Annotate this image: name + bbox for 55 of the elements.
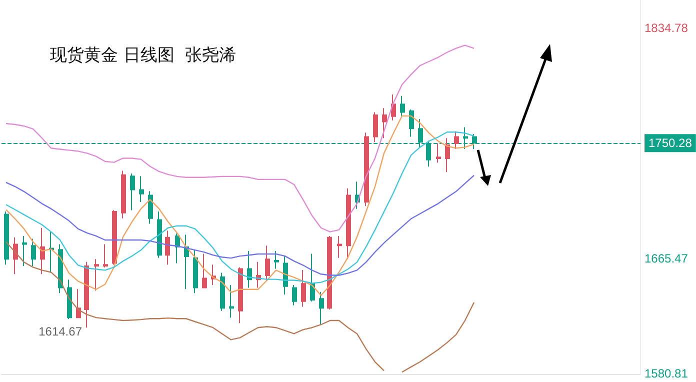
candlestick <box>274 250 279 270</box>
candlestick <box>49 231 54 274</box>
ref-line-label: 1750.28 <box>648 136 692 150</box>
candlestick <box>4 211 9 266</box>
candlestick <box>13 236 18 275</box>
candlestick <box>121 170 126 219</box>
y-tick-label: 1834.78 <box>644 21 688 36</box>
line-series <box>5 174 475 276</box>
candlestick <box>94 258 99 291</box>
candlestick <box>292 284 297 306</box>
candlestick <box>346 188 351 260</box>
y-tick-label: 1580.81 <box>644 366 688 381</box>
candlestick <box>202 253 207 288</box>
line-series <box>5 115 475 296</box>
candlestick <box>165 230 170 266</box>
candlestick <box>130 172 135 211</box>
y-tick-label: 1665.47 <box>644 252 688 266</box>
candlestick <box>310 253 315 302</box>
candlestick <box>337 236 342 258</box>
candlestick <box>364 132 369 207</box>
annotation: 1614.67 <box>38 324 82 339</box>
line-series <box>5 44 475 232</box>
candlestick <box>148 190 153 224</box>
candlestick <box>175 232 180 264</box>
candlestick <box>454 130 459 150</box>
candlestick <box>391 94 396 121</box>
candlestick <box>409 109 414 138</box>
text: 现货黄金 日线图 张尧浠 <box>50 46 236 66</box>
candlestick <box>40 227 45 275</box>
candlestick <box>84 261 89 328</box>
line-series <box>5 132 475 284</box>
candlestick <box>436 143 441 164</box>
candlestick <box>157 211 162 258</box>
candlestick <box>139 176 144 203</box>
candlestick <box>220 272 225 312</box>
candlestick <box>373 112 378 143</box>
candlestick <box>247 250 252 288</box>
candlestick <box>184 234 189 290</box>
candlestick <box>103 244 108 268</box>
candlestick <box>193 249 198 294</box>
candlestick <box>301 270 306 308</box>
candlestick <box>31 238 36 266</box>
candlestick <box>319 291 324 325</box>
candlestick <box>112 210 117 266</box>
candlestick <box>265 245 270 282</box>
candlestick <box>76 288 81 318</box>
candlestick <box>229 284 234 318</box>
candlestick <box>283 256 288 296</box>
candlestick <box>67 279 72 320</box>
candlestick <box>382 108 387 139</box>
candlestick <box>327 236 332 310</box>
candlestick <box>22 236 27 266</box>
candlestick <box>445 138 450 173</box>
candlestick <box>400 95 405 117</box>
candlestick <box>238 266 243 324</box>
